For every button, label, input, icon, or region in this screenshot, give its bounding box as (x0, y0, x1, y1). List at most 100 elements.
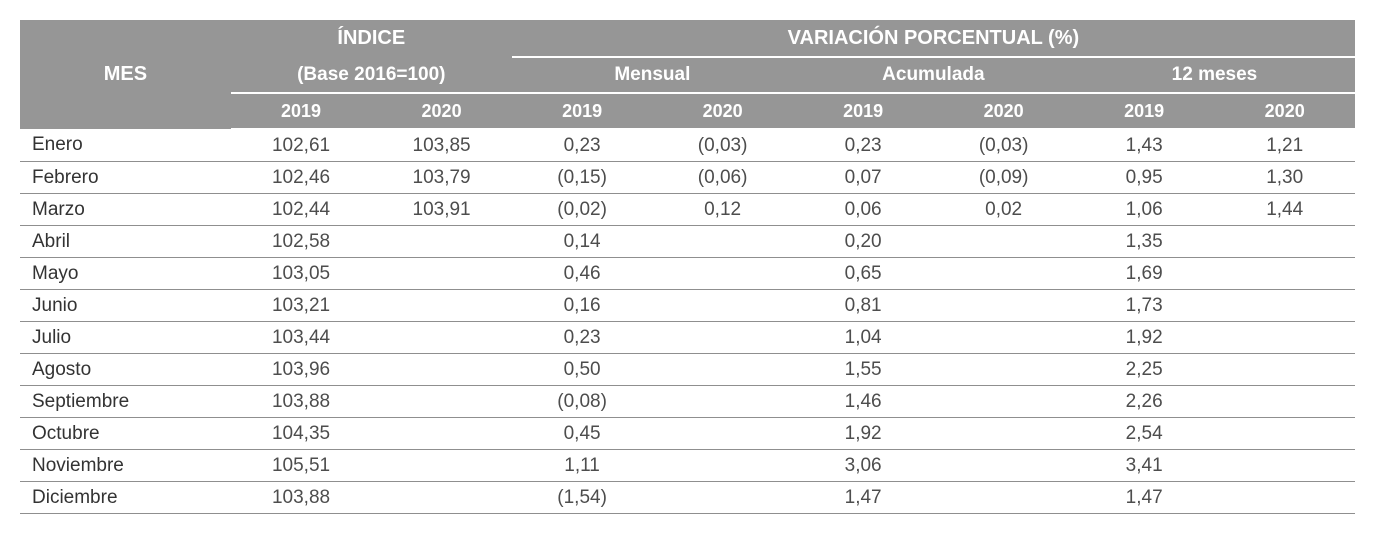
cell-value (1214, 290, 1355, 322)
cell-value (933, 322, 1074, 354)
cell-mes: Abril (20, 226, 231, 258)
table-row: Octubre104,350,451,922,54 (20, 418, 1355, 450)
cell-value: 1,46 (793, 386, 934, 418)
table-row: Febrero102,46103,79(0,15)(0,06)0,07(0,09… (20, 162, 1355, 194)
cell-value: (0,02) (512, 194, 653, 226)
cell-value (652, 450, 793, 482)
cell-value (1214, 226, 1355, 258)
cell-value: (0,08) (512, 386, 653, 418)
cell-value: 3,06 (793, 450, 934, 482)
cell-value: (0,03) (933, 129, 1074, 162)
cell-mes: Marzo (20, 194, 231, 226)
header-year: 2020 (1214, 93, 1355, 129)
cell-value: 103,21 (231, 290, 372, 322)
cell-value: 104,35 (231, 418, 372, 450)
cell-value (933, 258, 1074, 290)
cell-value: 1,92 (793, 418, 934, 450)
header-group-12meses: 12 meses (1074, 57, 1355, 93)
cell-value: (0,03) (652, 129, 793, 162)
cell-value: 0,06 (793, 194, 934, 226)
cell-value (371, 226, 512, 258)
cell-value (1214, 450, 1355, 482)
header-year: 2019 (512, 93, 653, 129)
cell-value: 0,23 (512, 129, 653, 162)
cell-mes: Diciembre (20, 482, 231, 514)
cell-value: 2,26 (1074, 386, 1215, 418)
cell-value: 103,88 (231, 386, 372, 418)
table-row: Marzo102,44103,91(0,02)0,120,060,021,061… (20, 194, 1355, 226)
cell-value (1214, 258, 1355, 290)
table-body: Enero102,61103,850,23(0,03)0,23(0,03)1,4… (20, 129, 1355, 514)
table-row: Diciembre103,88(1,54)1,471,47 (20, 482, 1355, 514)
header-year: 2019 (231, 93, 372, 129)
cell-value: 0,65 (793, 258, 934, 290)
cell-value: 103,79 (371, 162, 512, 194)
cell-value: 1,55 (793, 354, 934, 386)
header-indice-sub: (Base 2016=100) (231, 57, 512, 93)
cell-value: 1,73 (1074, 290, 1215, 322)
cell-value: 1,47 (1074, 482, 1215, 514)
cell-value: 1,44 (1214, 194, 1355, 226)
cell-value (371, 386, 512, 418)
cell-value (371, 258, 512, 290)
cell-value: 2,25 (1074, 354, 1215, 386)
cell-value: 102,46 (231, 162, 372, 194)
cell-value (933, 450, 1074, 482)
cell-value (933, 226, 1074, 258)
cell-value (652, 386, 793, 418)
header-year: 2019 (793, 93, 934, 129)
header-year: 2019 (1074, 93, 1215, 129)
header-indice: ÍNDICE (231, 20, 512, 57)
cell-value: 103,96 (231, 354, 372, 386)
cell-value (933, 418, 1074, 450)
cell-value: 103,91 (371, 194, 512, 226)
cell-value (1214, 386, 1355, 418)
cell-value: 1,21 (1214, 129, 1355, 162)
cell-value: 102,44 (231, 194, 372, 226)
cell-value: 0,12 (652, 194, 793, 226)
table-row: Enero102,61103,850,23(0,03)0,23(0,03)1,4… (20, 129, 1355, 162)
cell-value: (1,54) (512, 482, 653, 514)
cell-value (933, 354, 1074, 386)
cell-value: 1,11 (512, 450, 653, 482)
cell-value (933, 290, 1074, 322)
cell-value: 0,81 (793, 290, 934, 322)
cell-value: 103,05 (231, 258, 372, 290)
table-row: Septiembre103,88 (0,08) 1,46 2,26 (20, 386, 1355, 418)
cell-value: 102,58 (231, 226, 372, 258)
table-row: Abril102,580,140,201,35 (20, 226, 1355, 258)
cell-value: (0,06) (652, 162, 793, 194)
cell-value: 2,54 (1074, 418, 1215, 450)
cell-value (652, 354, 793, 386)
cell-value: 0,46 (512, 258, 653, 290)
cell-value: 0,16 (512, 290, 653, 322)
cell-value: 0,23 (512, 322, 653, 354)
cell-mes: Noviembre (20, 450, 231, 482)
cell-value (933, 482, 1074, 514)
cell-value (652, 482, 793, 514)
cell-mes: Septiembre (20, 386, 231, 418)
cell-value: 0,02 (933, 194, 1074, 226)
cell-value: 1,47 (793, 482, 934, 514)
cell-mes: Mayo (20, 258, 231, 290)
cell-value: 1,04 (793, 322, 934, 354)
header-year: 2020 (933, 93, 1074, 129)
cell-mes: Junio (20, 290, 231, 322)
cell-value: 0,23 (793, 129, 934, 162)
header-group-mensual: Mensual (512, 57, 793, 93)
cell-value: 1,69 (1074, 258, 1215, 290)
cell-value (652, 226, 793, 258)
header-variacion: VARIACIÓN PORCENTUAL (%) (512, 20, 1355, 57)
cell-value (652, 258, 793, 290)
table-row: Mayo103,05 0,46 0,65 1,69 (20, 258, 1355, 290)
table-header: MES ÍNDICE VARIACIÓN PORCENTUAL (%) (Bas… (20, 20, 1355, 129)
table-row: Julio103,440,231,041,92 (20, 322, 1355, 354)
data-table: MES ÍNDICE VARIACIÓN PORCENTUAL (%) (Bas… (20, 20, 1355, 514)
cell-value (652, 290, 793, 322)
cell-value (371, 482, 512, 514)
cell-value: 0,45 (512, 418, 653, 450)
cell-value: (0,09) (933, 162, 1074, 194)
cell-value: 0,07 (793, 162, 934, 194)
header-mes: MES (20, 20, 231, 129)
cell-value: 1,35 (1074, 226, 1215, 258)
